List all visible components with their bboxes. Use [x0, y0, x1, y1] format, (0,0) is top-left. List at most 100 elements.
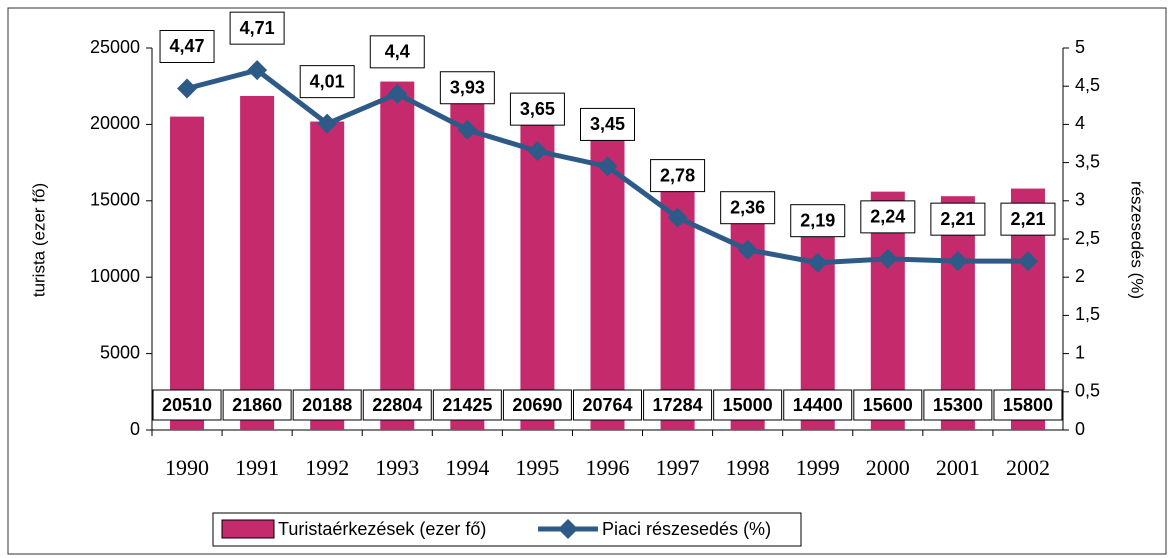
line-label: 4,01: [310, 71, 345, 91]
y2-tick-label: 4,5: [1075, 75, 1100, 95]
line-marker: [667, 207, 688, 228]
x-tick-label: 1995: [515, 455, 559, 480]
y2-tick-label: 0: [1075, 419, 1085, 439]
bar-label-box: [923, 389, 993, 421]
bar-label: 15300: [933, 395, 983, 415]
line-marker: [737, 239, 758, 260]
bar-label-box: [993, 389, 1063, 421]
y2-tick-label: 2: [1075, 266, 1085, 286]
line-marker: [527, 141, 548, 162]
line-label: 4,47: [170, 36, 205, 56]
y2-tick-label: 3,5: [1075, 151, 1100, 171]
y-tick-label: 25000: [90, 37, 140, 57]
line-label-box: [369, 35, 425, 69]
y-tick-label: 10000: [90, 266, 140, 286]
line-label-box: [1000, 202, 1056, 236]
line-label: 3,65: [520, 99, 555, 119]
bar-label: 22804: [372, 395, 422, 415]
line-label-box: [439, 71, 495, 105]
bar-label: 15600: [863, 395, 913, 415]
y2-tick-label: 5: [1075, 37, 1085, 57]
x-tick-label: 1999: [796, 455, 840, 480]
y2-tick-label: 4: [1075, 113, 1085, 133]
bar: [170, 116, 205, 430]
bar-label-box: [362, 389, 432, 421]
bar: [310, 121, 345, 431]
x-tick-label: 1996: [586, 455, 630, 480]
line-label-box: [790, 204, 846, 238]
line-marker: [317, 113, 338, 134]
line-label-box: [860, 200, 916, 234]
x-tick-label: 1990: [165, 455, 209, 480]
line-label: 4,4: [385, 42, 410, 62]
line-label-box: [930, 202, 986, 236]
line-label-box: [159, 29, 215, 63]
y-tick-label: 20000: [90, 113, 140, 133]
x-tick-label: 1991: [235, 455, 279, 480]
line-label: 3,45: [590, 114, 625, 134]
bar-label: 21860: [232, 395, 282, 415]
legend-label: Turistaérkezések (ezer fő): [278, 519, 486, 539]
x-tick-label: 2001: [936, 455, 980, 480]
line-label: 2,78: [660, 165, 695, 185]
y-tick-label: 0: [130, 419, 140, 439]
line-label: 3,93: [450, 77, 485, 97]
line-marker: [457, 119, 478, 140]
bar-label: 20188: [302, 395, 352, 415]
bar-label: 15800: [1003, 395, 1053, 415]
bar-label-box: [152, 389, 222, 421]
bar-label-box: [643, 389, 713, 421]
bar-label-box: [432, 389, 502, 421]
line-label-box: [720, 191, 776, 225]
line-marker: [947, 251, 968, 272]
x-tick-label: 1994: [445, 455, 489, 480]
legend-marker: [558, 519, 578, 539]
bar-label: 20690: [512, 395, 562, 415]
bar-label: 20510: [162, 395, 212, 415]
line-label: 4,71: [240, 18, 275, 38]
legend-box: [212, 512, 802, 547]
y2-tick-label: 3: [1075, 190, 1085, 210]
bar-label-box: [502, 389, 572, 421]
y2-tick-label: 1,5: [1075, 304, 1100, 324]
bar-label: 14400: [793, 395, 843, 415]
bar-label-box: [222, 389, 292, 421]
legend-swatch: [221, 519, 275, 539]
y2-tick-label: 0,5: [1075, 381, 1100, 401]
bar-label-box: [783, 389, 853, 421]
x-tick-label: 1998: [726, 455, 770, 480]
bar-label: 17284: [653, 395, 703, 415]
line-label: 2,19: [800, 210, 835, 230]
line-marker: [877, 248, 898, 269]
x-tick-label: 2002: [1006, 455, 1050, 480]
line-label: 2,21: [940, 209, 975, 229]
line-label: 2,24: [870, 207, 905, 227]
y2-tick-label: 1: [1075, 342, 1085, 362]
bar-label-box: [713, 389, 783, 421]
bar: [520, 113, 555, 430]
bar-label-box: [292, 389, 362, 421]
line-label-box: [580, 107, 635, 141]
line-marker: [597, 156, 618, 177]
line-label-box: [229, 11, 285, 45]
x-tick-label: 2000: [866, 455, 910, 480]
bar: [450, 102, 485, 430]
bar-label-box: [853, 389, 923, 421]
line-marker: [247, 60, 268, 81]
x-tick-label: 1993: [375, 455, 419, 480]
bar-label: 21425: [442, 395, 492, 415]
y2-axis-label: részesedés (%): [1128, 181, 1147, 299]
x-tick-label: 1992: [305, 455, 349, 480]
line-label-box: [509, 92, 565, 126]
y-tick-label: 15000: [90, 190, 140, 210]
line-marker: [387, 83, 408, 104]
line-label-box: [299, 65, 355, 99]
y2-tick-label: 2,5: [1075, 228, 1100, 248]
line-label: 2,21: [1010, 209, 1045, 229]
bar-label: 20764: [582, 395, 632, 415]
line-marker: [807, 252, 828, 273]
line-label: 2,36: [730, 197, 765, 217]
line-marker: [1017, 251, 1038, 272]
